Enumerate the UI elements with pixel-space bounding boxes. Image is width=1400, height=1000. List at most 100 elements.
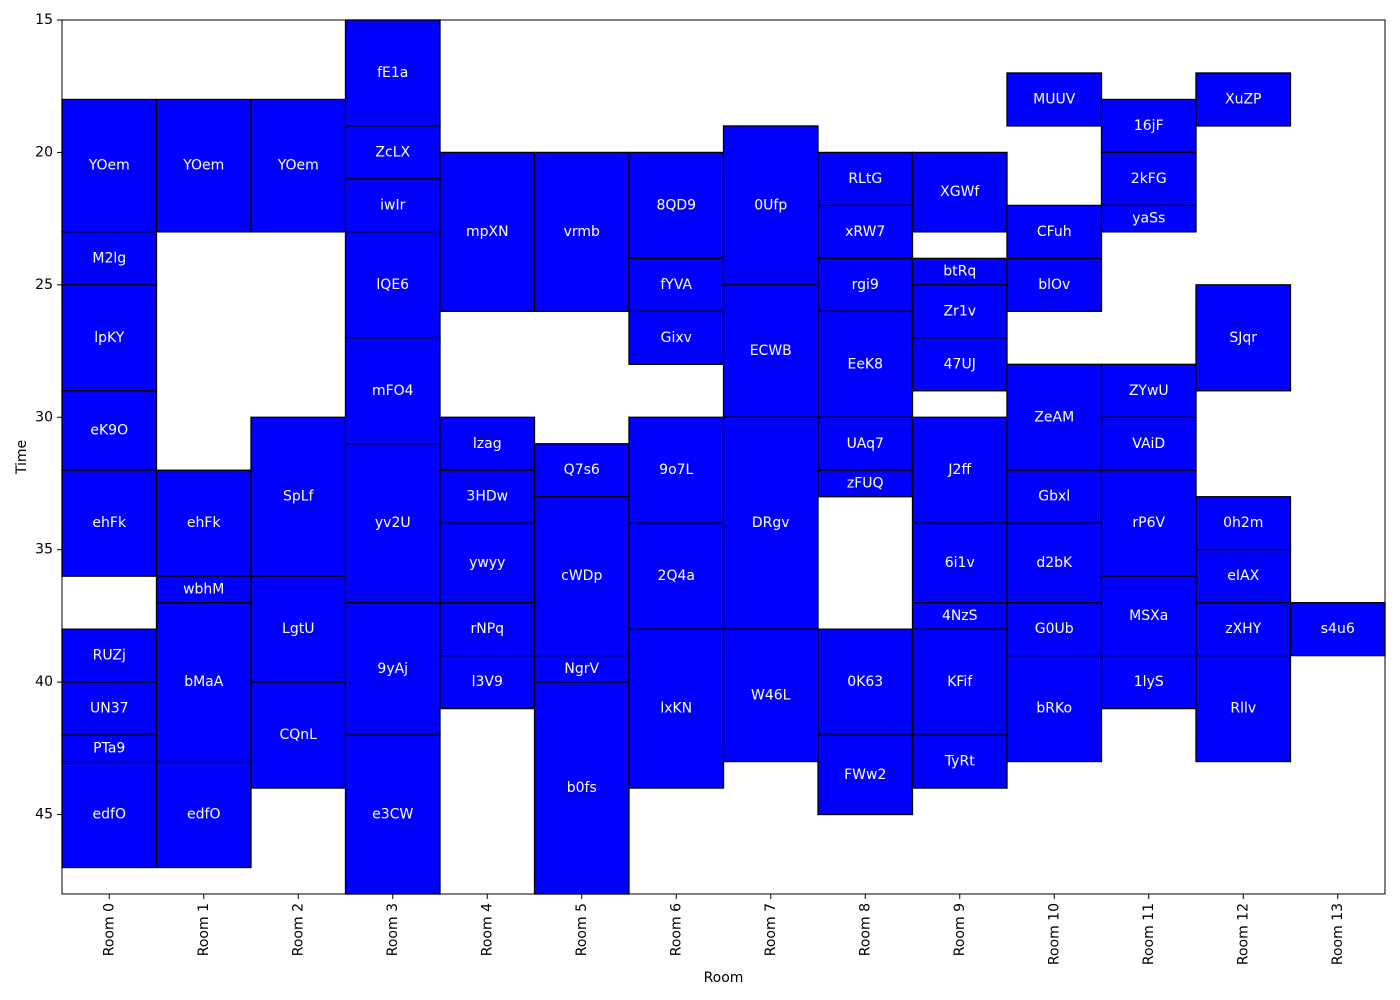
schedule-block: fYVA: [628, 257, 725, 312]
x-axis: Room 0 Room 1 Room 2 Room 3 Room 4 Room 5 Room…: [101, 894, 1346, 965]
schedule-block: ECWB: [722, 284, 819, 418]
x-tick-label: Room 4: [479, 903, 495, 956]
schedule-block: TyRt: [911, 734, 1008, 789]
schedule-block: iwIr: [344, 178, 441, 233]
block-label: DRgv: [752, 515, 790, 531]
schedule-block: fE1a: [344, 19, 441, 127]
block-label: s4u6: [1321, 621, 1355, 637]
block-label: ZYwU: [1129, 383, 1169, 399]
block-label: TyRt: [944, 754, 975, 770]
schedule-block: s4u6: [1289, 602, 1386, 657]
block-label: UN37: [90, 701, 129, 717]
block-label: btRq: [943, 264, 976, 280]
block-label: RLtG: [848, 171, 882, 187]
block-rect: [1100, 575, 1197, 657]
schedule-block: rP6V: [1100, 469, 1197, 577]
x-tick-label: Room 9: [952, 903, 968, 956]
schedule-block: blOv: [1006, 257, 1103, 312]
schedule-block: edfO: [155, 760, 252, 869]
schedule-block: yv2U: [344, 443, 441, 604]
x-axis-title: Room: [704, 970, 744, 986]
schedule-block: CQnL: [250, 681, 347, 789]
y-tick-label: 40: [35, 674, 53, 690]
y-axis-title: Time: [14, 440, 30, 475]
block-label: iwIr: [380, 197, 405, 213]
block-label: SJqr: [1229, 330, 1257, 346]
block-label: wbhM: [183, 581, 224, 597]
schedule-block: MUUV: [1006, 72, 1103, 127]
schedule-block: bMaA: [155, 602, 252, 763]
block-label: mpXN: [466, 224, 509, 240]
block-label: NgrV: [564, 661, 599, 677]
block-rect: [817, 257, 914, 312]
block-rect: [817, 734, 914, 816]
block-rect: [344, 178, 441, 233]
schedule-block: Gixv: [628, 310, 725, 365]
block-label: W46L: [751, 687, 791, 703]
block-rect: [1100, 98, 1197, 154]
schedule-block: RLtG: [817, 151, 914, 207]
block-label: CFuh: [1037, 224, 1072, 240]
block-rect: [1195, 654, 1292, 763]
schedule-block: J2ff: [911, 416, 1008, 524]
block-label: Zr1v: [943, 303, 976, 319]
block-rect: [911, 522, 1008, 604]
block-label: 6i1v: [945, 555, 975, 571]
schedule-block: zXHY: [1195, 602, 1292, 657]
block-label: SpLf: [283, 489, 315, 505]
block-label: 0h2m: [1223, 515, 1263, 531]
block-rect: [911, 151, 1008, 233]
y-tick-label: 30: [35, 409, 53, 425]
block-label: 47UJ: [944, 356, 976, 372]
schedule-block: Q7s6: [533, 443, 630, 498]
block-rect: [439, 151, 536, 312]
block-label: XuZP: [1225, 91, 1262, 107]
block-rect: [1195, 496, 1292, 551]
block-rect: [344, 734, 441, 895]
block-label: e3CW: [372, 807, 413, 823]
x-tick-label: Room 12: [1235, 903, 1251, 965]
block-label: Rllv: [1230, 701, 1256, 717]
block-label: l3V9: [472, 674, 503, 690]
block-rect: [1100, 416, 1197, 471]
schedule-block: UN37: [61, 681, 158, 736]
x-tick-label: Room 8: [857, 903, 873, 956]
schedule-block: UAq7: [817, 416, 914, 471]
block-rect: [250, 575, 347, 683]
block-rect: [1195, 549, 1292, 604]
block-label: FWw2: [844, 767, 886, 783]
x-tick-label: Room 11: [1141, 903, 1157, 965]
block-rect: [628, 522, 725, 630]
x-tick-label: Room 3: [385, 903, 401, 956]
schedule-block: vrmb: [533, 151, 630, 312]
block-label: d2bK: [1036, 555, 1073, 571]
schedule-block: zFUQ: [817, 469, 914, 498]
schedule-block: DRgv: [722, 416, 819, 630]
block-rect: [1195, 72, 1292, 127]
block-label: fYVA: [660, 277, 692, 293]
schedule-block: lQE6: [344, 231, 441, 339]
block-rect: [1100, 469, 1197, 577]
schedule-block: b0fs: [533, 681, 630, 895]
schedule-block: SpLf: [250, 416, 347, 577]
block-label: b0fs: [567, 780, 597, 796]
plot-area-frame: [61, 19, 1386, 895]
block-label: cWDp: [561, 568, 602, 584]
block-label: rgi9: [852, 277, 879, 293]
schedule-block: 9o7L: [628, 416, 725, 524]
block-rect: [344, 125, 441, 180]
block-rect: [817, 151, 914, 207]
x-tick-label: Room 7: [763, 903, 779, 956]
schedule-block: KFif: [911, 628, 1008, 736]
block-rect: [1006, 204, 1103, 260]
schedule-block: lpKY: [61, 284, 158, 392]
block-label: eIAX: [1227, 568, 1259, 584]
block-rect: [628, 257, 725, 312]
block-rect: [533, 654, 630, 683]
block-label: 3HDw: [466, 489, 508, 505]
block-rect: [628, 151, 725, 260]
y-tick-label: 25: [35, 277, 53, 293]
block-rect: [344, 19, 441, 127]
block-label: lxKN: [660, 701, 692, 717]
block-rect: [1100, 363, 1197, 418]
